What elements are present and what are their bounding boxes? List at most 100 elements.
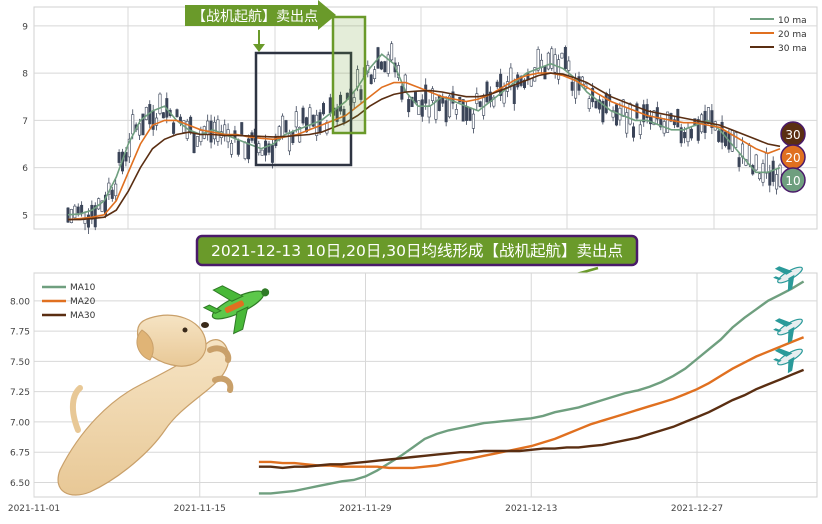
candle-body: [413, 92, 417, 103]
banner-text: 2021-12-13 10日,20日,30日均线形成【战机起航】卖出点: [211, 242, 623, 260]
candle-body: [427, 105, 431, 118]
candle-body: [614, 104, 618, 126]
candle-body: [689, 128, 693, 139]
candle-body: [775, 174, 779, 190]
candle-body: [696, 119, 700, 141]
candle-body: [131, 114, 135, 135]
candle-body: [172, 122, 176, 134]
candle-body: [679, 127, 683, 144]
candle-body: [594, 100, 598, 109]
bottom-x-tick-label: 2021-12-27: [671, 504, 723, 514]
candle-body: [284, 120, 288, 133]
candle-body: [69, 209, 73, 224]
candle-body: [468, 107, 472, 121]
candle-body: [369, 74, 373, 85]
candle-body: [199, 130, 203, 142]
candle-body: [628, 103, 632, 125]
legend-label-30ma: 30 ma: [778, 44, 807, 54]
badge-10: [780, 167, 806, 193]
candle-body: [192, 132, 196, 154]
top-legend: 10 ma 20 ma 30 ma: [750, 16, 807, 54]
candle-body: [563, 47, 567, 70]
candle-body: [461, 99, 465, 122]
candle-body: [495, 81, 499, 88]
candle-body: [158, 93, 162, 114]
candle-body: [359, 89, 363, 100]
bottom-series-line-MA20: [258, 336, 805, 470]
candle-body: [638, 124, 642, 135]
candle-body: [328, 97, 332, 114]
candle-body: [754, 154, 758, 171]
candle-body: [512, 85, 516, 104]
candle-body: [764, 152, 768, 174]
candle-body: [431, 88, 435, 101]
candle-body: [492, 96, 496, 107]
candle-body: [604, 92, 608, 114]
candle-body: [478, 101, 482, 107]
top-y-tick-label: 8: [22, 70, 28, 80]
candle-body: [768, 171, 772, 186]
candle-body: [676, 109, 680, 128]
candle-body: [127, 138, 131, 158]
candle-body: [236, 140, 240, 155]
bottom-y-tick-label: 7.50: [10, 358, 30, 368]
candle-body: [373, 69, 377, 80]
bottom-x-tick-label: 2021-12-13: [505, 504, 557, 514]
bottom-y-tick-label: 8.00: [10, 297, 30, 307]
bottom-ma-lines: [258, 280, 805, 495]
top-y-tick-labels: 5 6 7 8 9: [22, 22, 28, 221]
candle-body: [601, 100, 605, 123]
bottom-x-tick-labels: 2021-11-01 2021-11-15 2021-11-29 2021-12-13…: [8, 504, 723, 514]
banner-box: [195, 234, 639, 267]
candle-body: [758, 173, 762, 180]
legend-label-ma10: MA10: [70, 283, 96, 293]
bottom-y-tick-label: 7.00: [10, 418, 30, 428]
candle-body: [308, 107, 312, 126]
candle-body: [717, 130, 721, 142]
top-callout: 【战机起航】卖出点: [185, 0, 336, 52]
candle-body: [420, 99, 424, 117]
candle-body: [80, 204, 84, 213]
top-series-line-20ma: [67, 72, 781, 221]
candle-body: [100, 200, 104, 212]
candle-body: [454, 109, 458, 115]
signal-box-green: [331, 15, 367, 135]
candle-body: [144, 107, 148, 120]
candle-body: [529, 78, 533, 87]
candle-body: [243, 142, 247, 159]
candle-body: [451, 91, 455, 104]
candle-body: [625, 112, 629, 134]
top-series-line-10ma: [67, 53, 781, 216]
candle-body: [141, 113, 145, 136]
candle-body: [383, 61, 387, 73]
legend-label-ma20: MA20: [70, 297, 96, 307]
signal-box-dark: [254, 51, 353, 167]
candle-body: [73, 205, 77, 219]
bottom-legend: MA10 MA20 MA30: [42, 283, 96, 321]
candle-body: [287, 133, 291, 152]
bottom-x-tick-label: 2021-11-29: [339, 504, 392, 514]
plane-icon-ma30: [773, 348, 803, 374]
top-series-line-30ma: [68, 72, 781, 221]
candle-body: [632, 126, 636, 138]
candle-body: [322, 103, 326, 115]
candle-body: [260, 149, 264, 156]
bottom-y-tick-labels: 6.50 6.75 7.00 7.25 7.50 7.75 8.00: [10, 297, 30, 489]
toy-plane-illustration: [202, 285, 270, 335]
plane-icon-ma10: [773, 266, 803, 292]
candle-body: [86, 214, 90, 228]
top-y-tick-label: 5: [22, 211, 28, 221]
callout-arrow-shape: [185, 0, 336, 30]
candle-body: [110, 189, 114, 199]
candle-body: [311, 114, 315, 127]
legend-label-20ma: 20 ma: [778, 30, 807, 40]
top-callout-text: 【战机起航】卖出点: [192, 9, 318, 25]
candle-body: [175, 109, 179, 117]
top-panel: 5 6 7 8 9 【战机起航】卖出点 10 ma 20 ma 30 ma 30 20: [22, 0, 818, 235]
candle-body: [567, 60, 571, 71]
candle-body: [407, 99, 411, 113]
plane-icon-ma20: [773, 318, 803, 344]
candle-body: [195, 136, 199, 147]
